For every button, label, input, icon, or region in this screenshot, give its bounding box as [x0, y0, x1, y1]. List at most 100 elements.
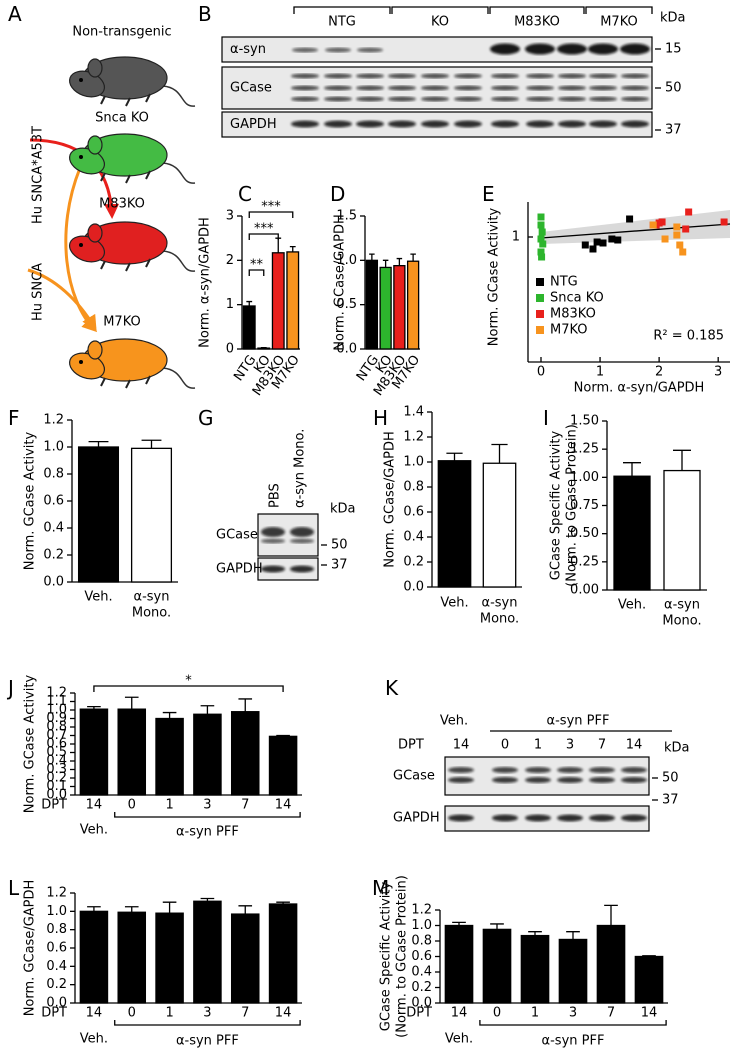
mouse-ear: [87, 223, 103, 243]
blot-band: [589, 96, 617, 102]
legend-swatch: [536, 310, 544, 318]
bar: [286, 251, 300, 350]
error-bar: [200, 705, 215, 715]
blot-band: [261, 538, 285, 544]
error-bar: [623, 462, 641, 477]
y-tick-label: 1.2: [411, 903, 432, 918]
x-tick-label: 7: [607, 1006, 615, 1021]
x-tick-label: 0: [128, 1006, 136, 1021]
treatment-label: α-syn PFF: [547, 714, 610, 729]
mouse-tail: [162, 162, 196, 184]
group-bracket: [293, 6, 391, 14]
blot-band: [492, 777, 518, 783]
point: [682, 225, 690, 233]
group-bracket: [479, 1020, 667, 1026]
group-label: α-syn PFF: [176, 825, 239, 840]
error-bar: [124, 906, 139, 913]
row-label: GAPDH: [393, 811, 440, 826]
y-tick-label: 0.8: [403, 480, 424, 495]
blot-band: [492, 767, 518, 773]
y-tick-label: 1.2: [46, 686, 67, 701]
blot-band: [448, 767, 474, 773]
row-label: α-syn: [230, 42, 266, 57]
panel-letter: H: [373, 406, 388, 430]
y-tick-label: 1.0: [46, 904, 67, 919]
blot-band: [454, 120, 482, 128]
lane-label: PBS: [268, 483, 283, 508]
point: [658, 218, 666, 226]
blot-band: [421, 120, 449, 128]
bar: [520, 934, 550, 1004]
significance-label: ***: [261, 200, 281, 215]
arrow: [27, 268, 97, 331]
lane-label: 14: [626, 738, 643, 753]
x-axis-label: DPT: [41, 1006, 67, 1021]
bar: [613, 475, 651, 591]
x-tick-label: 2: [655, 365, 663, 380]
group-label: α-syn PFF: [542, 1034, 605, 1049]
blot-band: [291, 120, 319, 128]
y-tick-label: 0.2: [46, 977, 67, 992]
legend-swatch: [536, 278, 544, 286]
point: [538, 253, 546, 261]
row-label: GCase: [393, 769, 435, 784]
y-tick-label: 0.0: [336, 342, 357, 357]
y-tick-label: 0.4: [411, 965, 432, 980]
blot-band: [621, 777, 647, 783]
blot-band: [620, 43, 650, 55]
point: [661, 235, 669, 243]
blot-box: [257, 557, 319, 581]
bar: [193, 900, 222, 1004]
blot-band: [589, 73, 617, 79]
x-tick-label: α-syn: [664, 598, 700, 613]
significance-bracket: [248, 233, 279, 240]
y-tick-label: 1.5: [336, 209, 357, 224]
error-bar: [289, 245, 296, 252]
blot-band: [558, 96, 586, 102]
y-tick-label: 0.00: [570, 583, 599, 598]
y-tick-label: 0.5: [336, 297, 357, 312]
y-axis-label: Norm. GCase/GAPDH: [23, 880, 38, 1017]
bar: [230, 913, 260, 1004]
x-tick-label: 3: [714, 365, 722, 380]
blot-band: [621, 73, 649, 79]
y-axis-label: Norm. GCase Activity: [23, 432, 38, 571]
blot-band: [291, 85, 319, 91]
mouse-icon: [68, 338, 196, 389]
blot-band: [421, 96, 449, 102]
mouse-leg: [125, 379, 131, 389]
y-tick-label: 1: [512, 230, 520, 245]
y-tick-label: 1.2: [46, 886, 67, 901]
x-tick-label: 14: [451, 1006, 468, 1021]
kda-unit: kDa: [664, 741, 690, 756]
blot-band: [525, 814, 551, 822]
bar: [482, 928, 512, 1004]
blot-band: [526, 73, 554, 79]
x-tick-label: 1: [165, 1006, 173, 1021]
kda-marker: 50: [665, 81, 682, 96]
significance-label: ***: [254, 222, 274, 237]
significance-bracket: [248, 269, 265, 276]
blot-band: [324, 96, 352, 102]
x-tick-label: 1: [531, 1006, 539, 1021]
kda-marker: 15: [665, 42, 682, 57]
blot-band: [526, 96, 554, 102]
point: [599, 239, 607, 247]
mouse-leg: [145, 170, 151, 180]
y-tick-label: 0.5: [46, 745, 67, 760]
point: [649, 221, 657, 229]
group-label: Veh.: [445, 1032, 473, 1047]
blot-band: [588, 43, 618, 55]
bar: [79, 708, 109, 796]
error-bar: [87, 906, 101, 912]
group-label: α-syn PFF: [176, 1034, 239, 1049]
bar: [117, 708, 147, 796]
bar: [130, 447, 173, 583]
bar: [558, 938, 588, 1004]
error-bar: [446, 452, 463, 461]
treatment-label: Veh.: [440, 714, 468, 729]
x-tick-label: 1: [165, 798, 173, 813]
blot-band: [491, 85, 519, 91]
bar: [634, 955, 664, 1004]
point: [685, 208, 693, 216]
